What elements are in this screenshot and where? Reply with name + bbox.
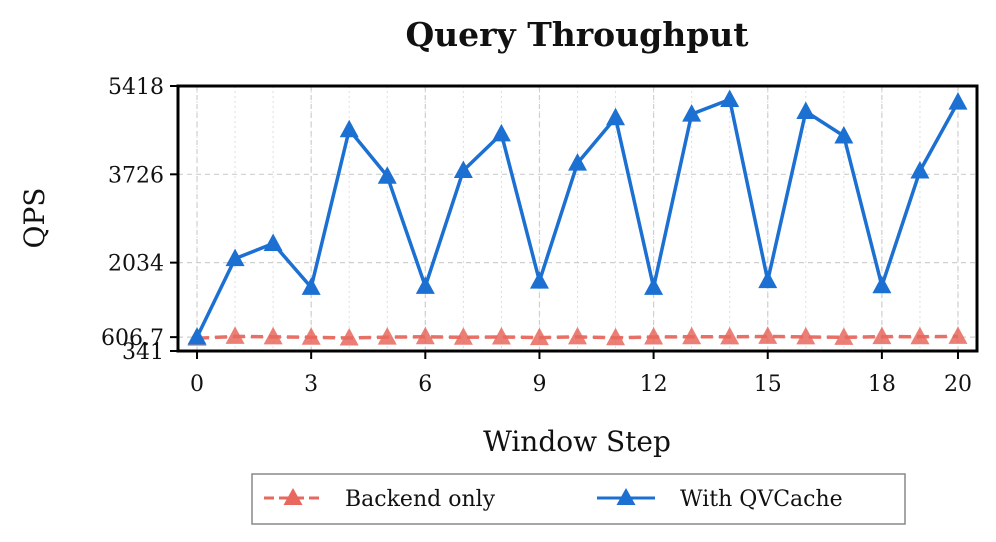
data-point — [910, 160, 930, 179]
legend-marker-backend — [283, 488, 303, 505]
data-point — [720, 89, 740, 107]
y-tick-label: 606.7 — [101, 326, 164, 351]
data-point — [834, 126, 854, 144]
data-point — [339, 328, 359, 346]
series-with-qvcache — [187, 89, 968, 345]
data-point — [682, 104, 702, 122]
data-point — [796, 326, 816, 345]
data-point — [225, 248, 245, 267]
x-tick-label: 9 — [532, 372, 546, 397]
data-point — [758, 270, 778, 289]
data-point — [491, 123, 511, 142]
x-axis-label: Window Step — [483, 425, 671, 458]
series-backend-only — [187, 326, 968, 346]
data-point — [796, 101, 816, 119]
x-ticks: 0 3 6 9 12 15 18 20 — [190, 351, 972, 397]
grid — [178, 85, 977, 352]
data-point — [910, 326, 930, 345]
data-point — [644, 327, 664, 345]
legend: Backend only With QVCache — [251, 473, 906, 525]
data-point — [187, 327, 207, 345]
data-point — [339, 119, 359, 138]
data-point — [263, 233, 283, 252]
y-axis-label: QPS — [18, 188, 51, 249]
legend-marker-qvcache — [616, 488, 636, 505]
y-tick-label: 341 — [122, 340, 164, 365]
y-tick-label: 2034 — [108, 252, 164, 277]
data-point — [529, 271, 549, 289]
x-tick-label: 18 — [868, 372, 896, 397]
data-point — [263, 326, 283, 345]
data-point — [644, 277, 664, 295]
data-point — [453, 160, 473, 178]
data-point — [415, 276, 435, 294]
x-tick-label: 15 — [754, 372, 782, 397]
data-point — [377, 166, 397, 184]
legend-label-backend: Backend only — [345, 487, 496, 512]
x-tick-label: 20 — [944, 372, 972, 397]
x-tick-label: 3 — [304, 372, 318, 397]
data-point — [720, 326, 740, 345]
data-point — [491, 326, 511, 345]
data-point — [872, 326, 892, 345]
chart-title: Query Throughput — [405, 15, 749, 54]
data-point — [948, 92, 968, 110]
series-layer — [187, 89, 968, 346]
data-point — [415, 326, 435, 345]
data-point — [606, 107, 626, 126]
legend-box — [251, 473, 906, 525]
data-point — [834, 327, 854, 345]
x-tick-label: 12 — [640, 372, 668, 397]
data-point — [453, 327, 473, 345]
x-tick-label: 0 — [190, 372, 204, 397]
data-point — [377, 327, 397, 345]
x-tick-label: 6 — [418, 372, 432, 397]
data-point — [682, 326, 702, 345]
data-point — [568, 326, 587, 345]
data-point — [301, 277, 321, 295]
data-point — [301, 327, 321, 345]
plot-frame — [176, 84, 979, 353]
y-tick-label: 3726 — [108, 163, 164, 188]
y-tick-label: 5418 — [108, 75, 164, 100]
data-point — [225, 326, 245, 344]
legend-label-qvcache: With QVCache — [680, 487, 843, 512]
data-point — [948, 326, 968, 344]
data-point — [872, 275, 892, 294]
data-point — [529, 327, 549, 346]
data-point — [606, 327, 626, 346]
data-point — [758, 326, 778, 344]
data-point — [568, 153, 587, 171]
